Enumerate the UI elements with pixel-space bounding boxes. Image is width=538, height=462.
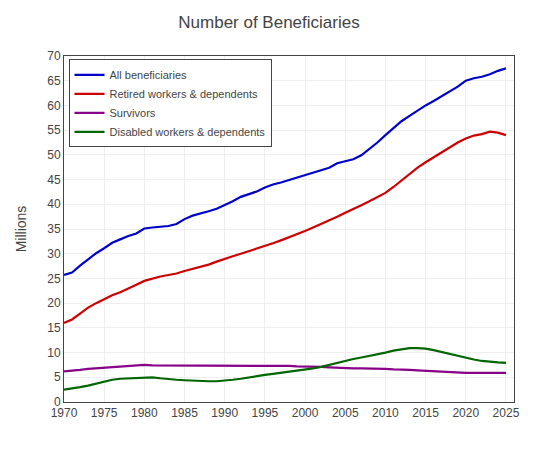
svg-text:Millions: Millions — [13, 206, 29, 253]
svg-text:1985: 1985 — [171, 406, 198, 420]
svg-text:50: 50 — [47, 148, 61, 162]
svg-text:5: 5 — [54, 370, 61, 384]
svg-text:2010: 2010 — [372, 406, 399, 420]
svg-text:2005: 2005 — [332, 406, 359, 420]
svg-text:70: 70 — [47, 49, 61, 63]
svg-text:45: 45 — [47, 173, 61, 187]
svg-text:1980: 1980 — [131, 406, 158, 420]
svg-text:1995: 1995 — [252, 406, 279, 420]
svg-text:Disabled workers & dependents: Disabled workers & dependents — [110, 126, 266, 138]
svg-text:15: 15 — [47, 321, 61, 335]
svg-text:10: 10 — [47, 346, 61, 360]
svg-text:Number of Beneficiaries: Number of Beneficiaries — [178, 13, 359, 32]
svg-text:35: 35 — [47, 222, 61, 236]
svg-text:30: 30 — [47, 247, 61, 261]
svg-text:2025: 2025 — [493, 406, 520, 420]
svg-text:1975: 1975 — [91, 406, 118, 420]
svg-text:1970: 1970 — [51, 406, 78, 420]
svg-text:25: 25 — [47, 272, 61, 286]
svg-text:2015: 2015 — [412, 406, 439, 420]
svg-text:40: 40 — [47, 197, 61, 211]
svg-text:Survivors: Survivors — [110, 107, 156, 119]
svg-text:All beneficiaries: All beneficiaries — [110, 69, 188, 81]
svg-text:0: 0 — [54, 395, 61, 409]
svg-text:1990: 1990 — [211, 406, 238, 420]
svg-text:Retired workers & dependents: Retired workers & dependents — [110, 88, 258, 100]
svg-text:60: 60 — [47, 99, 61, 113]
svg-text:65: 65 — [47, 74, 61, 88]
svg-text:20: 20 — [47, 296, 61, 310]
svg-text:2020: 2020 — [452, 406, 479, 420]
svg-text:2000: 2000 — [292, 406, 319, 420]
svg-text:55: 55 — [47, 123, 61, 137]
